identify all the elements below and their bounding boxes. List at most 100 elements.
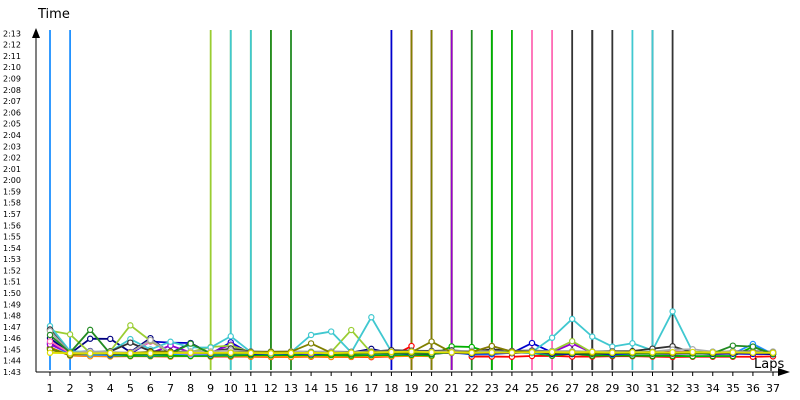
x-tick-label: 7 <box>167 382 174 395</box>
x-tick-label: 29 <box>605 382 619 395</box>
series-point <box>86 335 94 342</box>
series-point <box>107 335 114 343</box>
series-point <box>729 349 737 356</box>
series-point <box>448 349 455 356</box>
series-point <box>669 349 676 356</box>
series-point <box>86 326 94 334</box>
series-point <box>247 349 255 357</box>
series-point <box>568 337 576 345</box>
x-tick-label: 18 <box>384 382 398 395</box>
y-tick-label: 1:52 <box>3 266 21 275</box>
series-point <box>327 328 335 335</box>
series-point <box>548 334 556 341</box>
series-point <box>46 338 54 345</box>
series-point <box>428 349 435 356</box>
y-tick-label: 1:56 <box>3 221 21 230</box>
series-point <box>388 348 395 356</box>
series-point <box>488 349 496 356</box>
series-point <box>127 339 134 346</box>
series-point <box>368 349 375 356</box>
series-point <box>227 349 234 357</box>
y-tick-labels: 1:43 1:44 1:45 1:46 1:47 1:48 1:49 1:50 1:51 1:52… <box>3 29 21 377</box>
series-point <box>589 348 596 356</box>
series-point <box>568 349 576 356</box>
x-tick-label: 3 <box>87 382 94 395</box>
x-tick-label: 13 <box>284 382 298 395</box>
x-tick-label: 5 <box>127 382 134 395</box>
series-point <box>629 340 636 347</box>
series-point <box>46 331 54 339</box>
x-tick-label: 4 <box>107 382 114 395</box>
series-point <box>348 349 355 356</box>
x-tick-label: 23 <box>485 382 499 395</box>
series-point <box>508 349 516 356</box>
y-tick-label: 1:51 <box>3 278 21 287</box>
x-tick-label: 19 <box>405 382 419 395</box>
series-point <box>267 349 275 357</box>
x-tick-label: 25 <box>525 382 539 395</box>
y-tick-label: 2:12 <box>3 41 21 50</box>
series-point <box>107 349 114 357</box>
series-point <box>729 342 737 349</box>
x-tick-label: 34 <box>706 382 720 395</box>
y-tick-label: 2:09 <box>3 75 21 84</box>
series-point <box>528 349 536 356</box>
series-point <box>127 322 134 329</box>
series-point <box>649 349 656 356</box>
series-point <box>307 331 315 339</box>
x-tick-label: 10 <box>224 382 238 395</box>
series-point <box>167 349 174 357</box>
series-point <box>629 349 636 356</box>
series-point <box>428 338 435 345</box>
y-tick-label: 2:00 <box>3 176 21 185</box>
x-tick-label: 20 <box>425 382 439 395</box>
x-tick-label: 2 <box>67 382 74 395</box>
y-tick-label: 2:04 <box>3 131 21 140</box>
series-point <box>709 349 716 356</box>
y-tick-label: 1:59 <box>3 187 21 196</box>
series-group <box>46 348 777 357</box>
y-tick-label: 2:03 <box>3 142 21 151</box>
x-tick-label: 33 <box>686 382 700 395</box>
y-tick-label: 1:54 <box>3 244 21 253</box>
y-tick-label: 1:55 <box>3 233 21 242</box>
series-point <box>568 315 576 323</box>
x-tick-label: 31 <box>646 382 660 395</box>
y-tick-label: 2:11 <box>3 52 21 61</box>
y-tick-label: 1:48 <box>3 312 21 321</box>
series-point <box>66 349 74 357</box>
series-layer <box>46 30 777 370</box>
x-tick-label: 6 <box>147 382 154 395</box>
x-tick-label: 21 <box>445 382 459 395</box>
x-tick-label: 35 <box>726 382 740 395</box>
x-tick-label: 8 <box>187 382 194 395</box>
series-point <box>127 349 134 357</box>
y-tick-label: 1:58 <box>3 199 21 208</box>
y-tick-label: 1:46 <box>3 334 21 343</box>
y-tick-label: 2:08 <box>3 86 21 95</box>
series-point <box>468 349 475 357</box>
y-tick-label: 2:10 <box>3 63 21 72</box>
series-point <box>86 350 94 357</box>
series-point <box>207 349 214 357</box>
y-tick-label: 1:53 <box>3 255 21 264</box>
y-tick-label: 1:44 <box>3 357 21 366</box>
y-tick-label: 2:02 <box>3 154 21 163</box>
series-point <box>488 342 496 350</box>
y-tick-label: 1:57 <box>3 210 21 219</box>
y-axis-title: Time <box>37 7 70 22</box>
series-point <box>287 349 295 357</box>
series-point <box>167 338 174 345</box>
x-tick-label: 24 <box>505 382 519 395</box>
series-point <box>46 349 54 357</box>
y-tick-label: 2:13 <box>3 29 21 38</box>
y-axis-arrow <box>32 28 40 38</box>
x-tick-label: 32 <box>666 382 680 395</box>
x-tick-labels: 1 2 3 4 5 6 7 8 9 10 11 12 13 14 15 16 17 18 19 20 21 22 23 24 2… <box>47 372 780 395</box>
series-point <box>749 343 757 350</box>
series-point <box>609 349 616 356</box>
series-point <box>689 348 696 356</box>
y-tick-label: 1:49 <box>3 300 21 309</box>
y-tick-label: 2:07 <box>3 97 21 106</box>
